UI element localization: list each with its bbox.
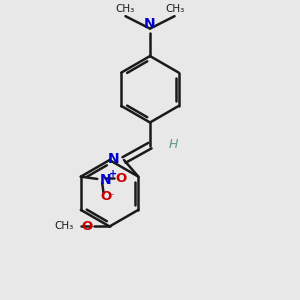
Text: N: N bbox=[144, 17, 156, 32]
Text: CH₃: CH₃ bbox=[54, 221, 74, 232]
Text: N: N bbox=[100, 172, 112, 187]
Text: CH₃: CH₃ bbox=[116, 4, 135, 14]
Text: CH₃: CH₃ bbox=[165, 4, 184, 14]
Text: O: O bbox=[100, 190, 111, 203]
Text: O: O bbox=[81, 220, 92, 233]
Text: H: H bbox=[169, 138, 178, 151]
Text: +: + bbox=[109, 169, 117, 179]
Text: O: O bbox=[115, 172, 126, 184]
Text: ⁻: ⁻ bbox=[108, 193, 114, 203]
Text: N: N bbox=[108, 152, 120, 167]
